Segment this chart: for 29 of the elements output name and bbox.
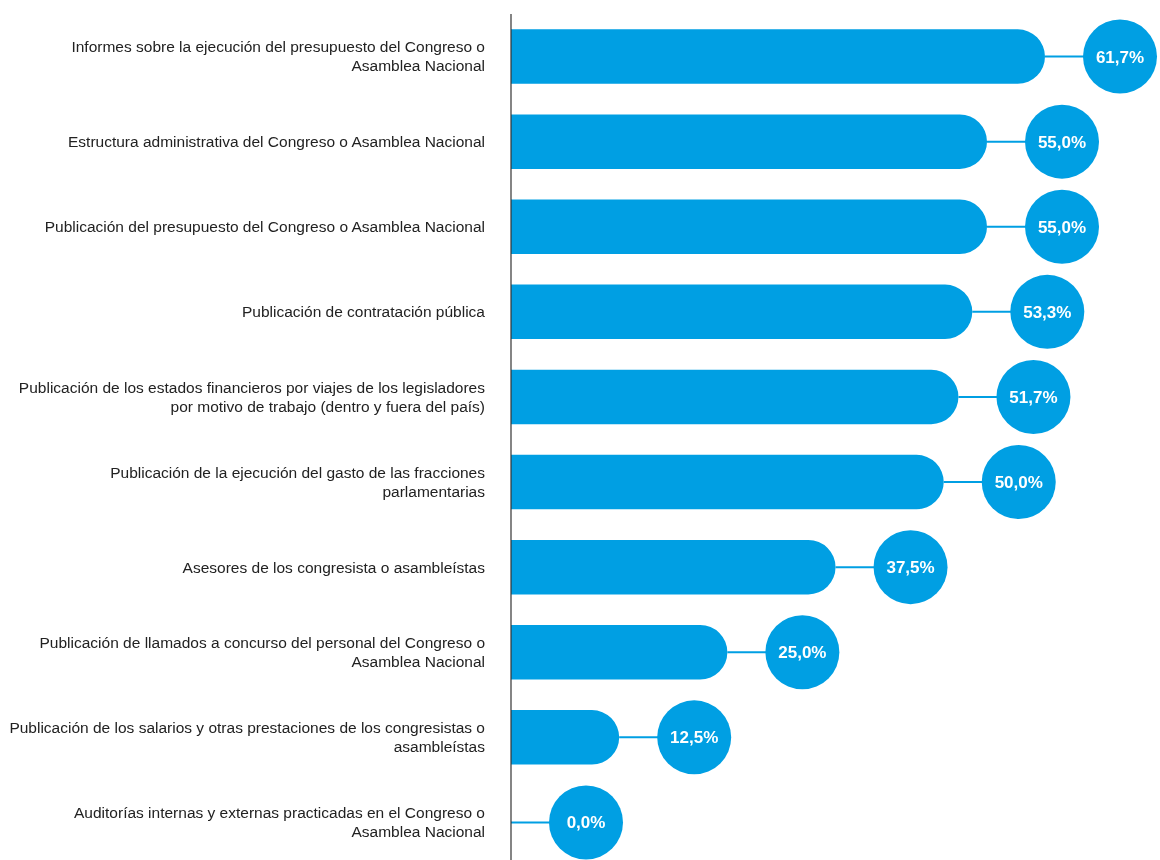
y-tick-label: Auditorías internas y externas practicadas en el Congreso o Asamblea Nacional xyxy=(74,804,485,841)
y-tick-label: Publicación del presupuesto del Congreso o Asamblea Nacional xyxy=(44,218,485,236)
bar xyxy=(511,114,988,169)
data-label: 53,3% xyxy=(1023,302,1072,322)
y-tick-label: Publicación de contratación pública xyxy=(242,303,486,321)
y-tick-label: Asesores de los congresista o asambleístas xyxy=(182,558,486,576)
bar xyxy=(511,625,728,680)
y-tick-label: Publicación de la ejecución del gasto de las fracciones parlamentarias xyxy=(110,463,486,500)
bar xyxy=(511,454,944,510)
data-label: 55,0% xyxy=(1037,132,1087,152)
data-label: 12,5% xyxy=(670,728,719,748)
y-tick-label: Publicación de llamados a concurso del personal del Congreso o Asamblea Nacional xyxy=(39,634,485,671)
data-label: 37,5% xyxy=(886,558,935,578)
bar xyxy=(511,369,959,425)
data-label: 61,7% xyxy=(1095,47,1145,67)
bar xyxy=(511,710,620,765)
data-label: 51,7% xyxy=(1009,387,1058,407)
y-tick-label: Informes sobre la ejecución del presupuesto del Congreso o Asamblea Nacional xyxy=(71,38,485,75)
data-label: 50,0% xyxy=(994,473,1043,492)
y-tick-label: Estructura administrativa del Congreso o Asamblea Nacional xyxy=(68,133,485,151)
bar xyxy=(511,284,973,340)
y-tick-label: Publicación de los salarios y otras prestaciones de los congresistas o asambleístas xyxy=(9,719,486,756)
y-tick-label: Publicación de los estados financieros por viajes de los legisladores por motivo de trabajo (dentro y fuera del país) xyxy=(18,378,486,415)
bar xyxy=(511,29,1045,84)
data-label: 0,0% xyxy=(566,813,606,833)
bar xyxy=(511,539,836,595)
data-label: 25,0% xyxy=(778,643,827,663)
bar xyxy=(511,199,988,254)
data-label: 55,0% xyxy=(1037,217,1087,237)
